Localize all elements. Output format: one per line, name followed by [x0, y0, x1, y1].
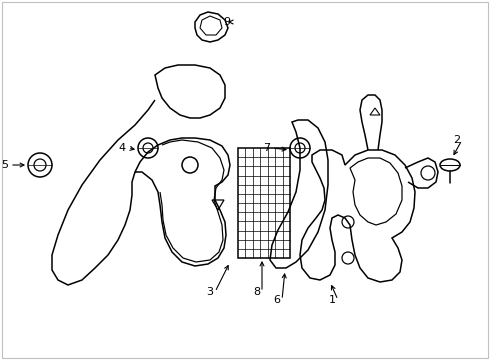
Text: 3: 3 — [206, 287, 213, 297]
Text: 9: 9 — [223, 17, 230, 27]
Text: 1: 1 — [329, 295, 336, 305]
Text: 8: 8 — [253, 287, 260, 297]
Text: 6: 6 — [273, 295, 280, 305]
Text: 2: 2 — [453, 135, 460, 145]
Text: 5: 5 — [1, 160, 8, 170]
Text: 4: 4 — [119, 143, 126, 153]
Text: 7: 7 — [263, 143, 270, 153]
